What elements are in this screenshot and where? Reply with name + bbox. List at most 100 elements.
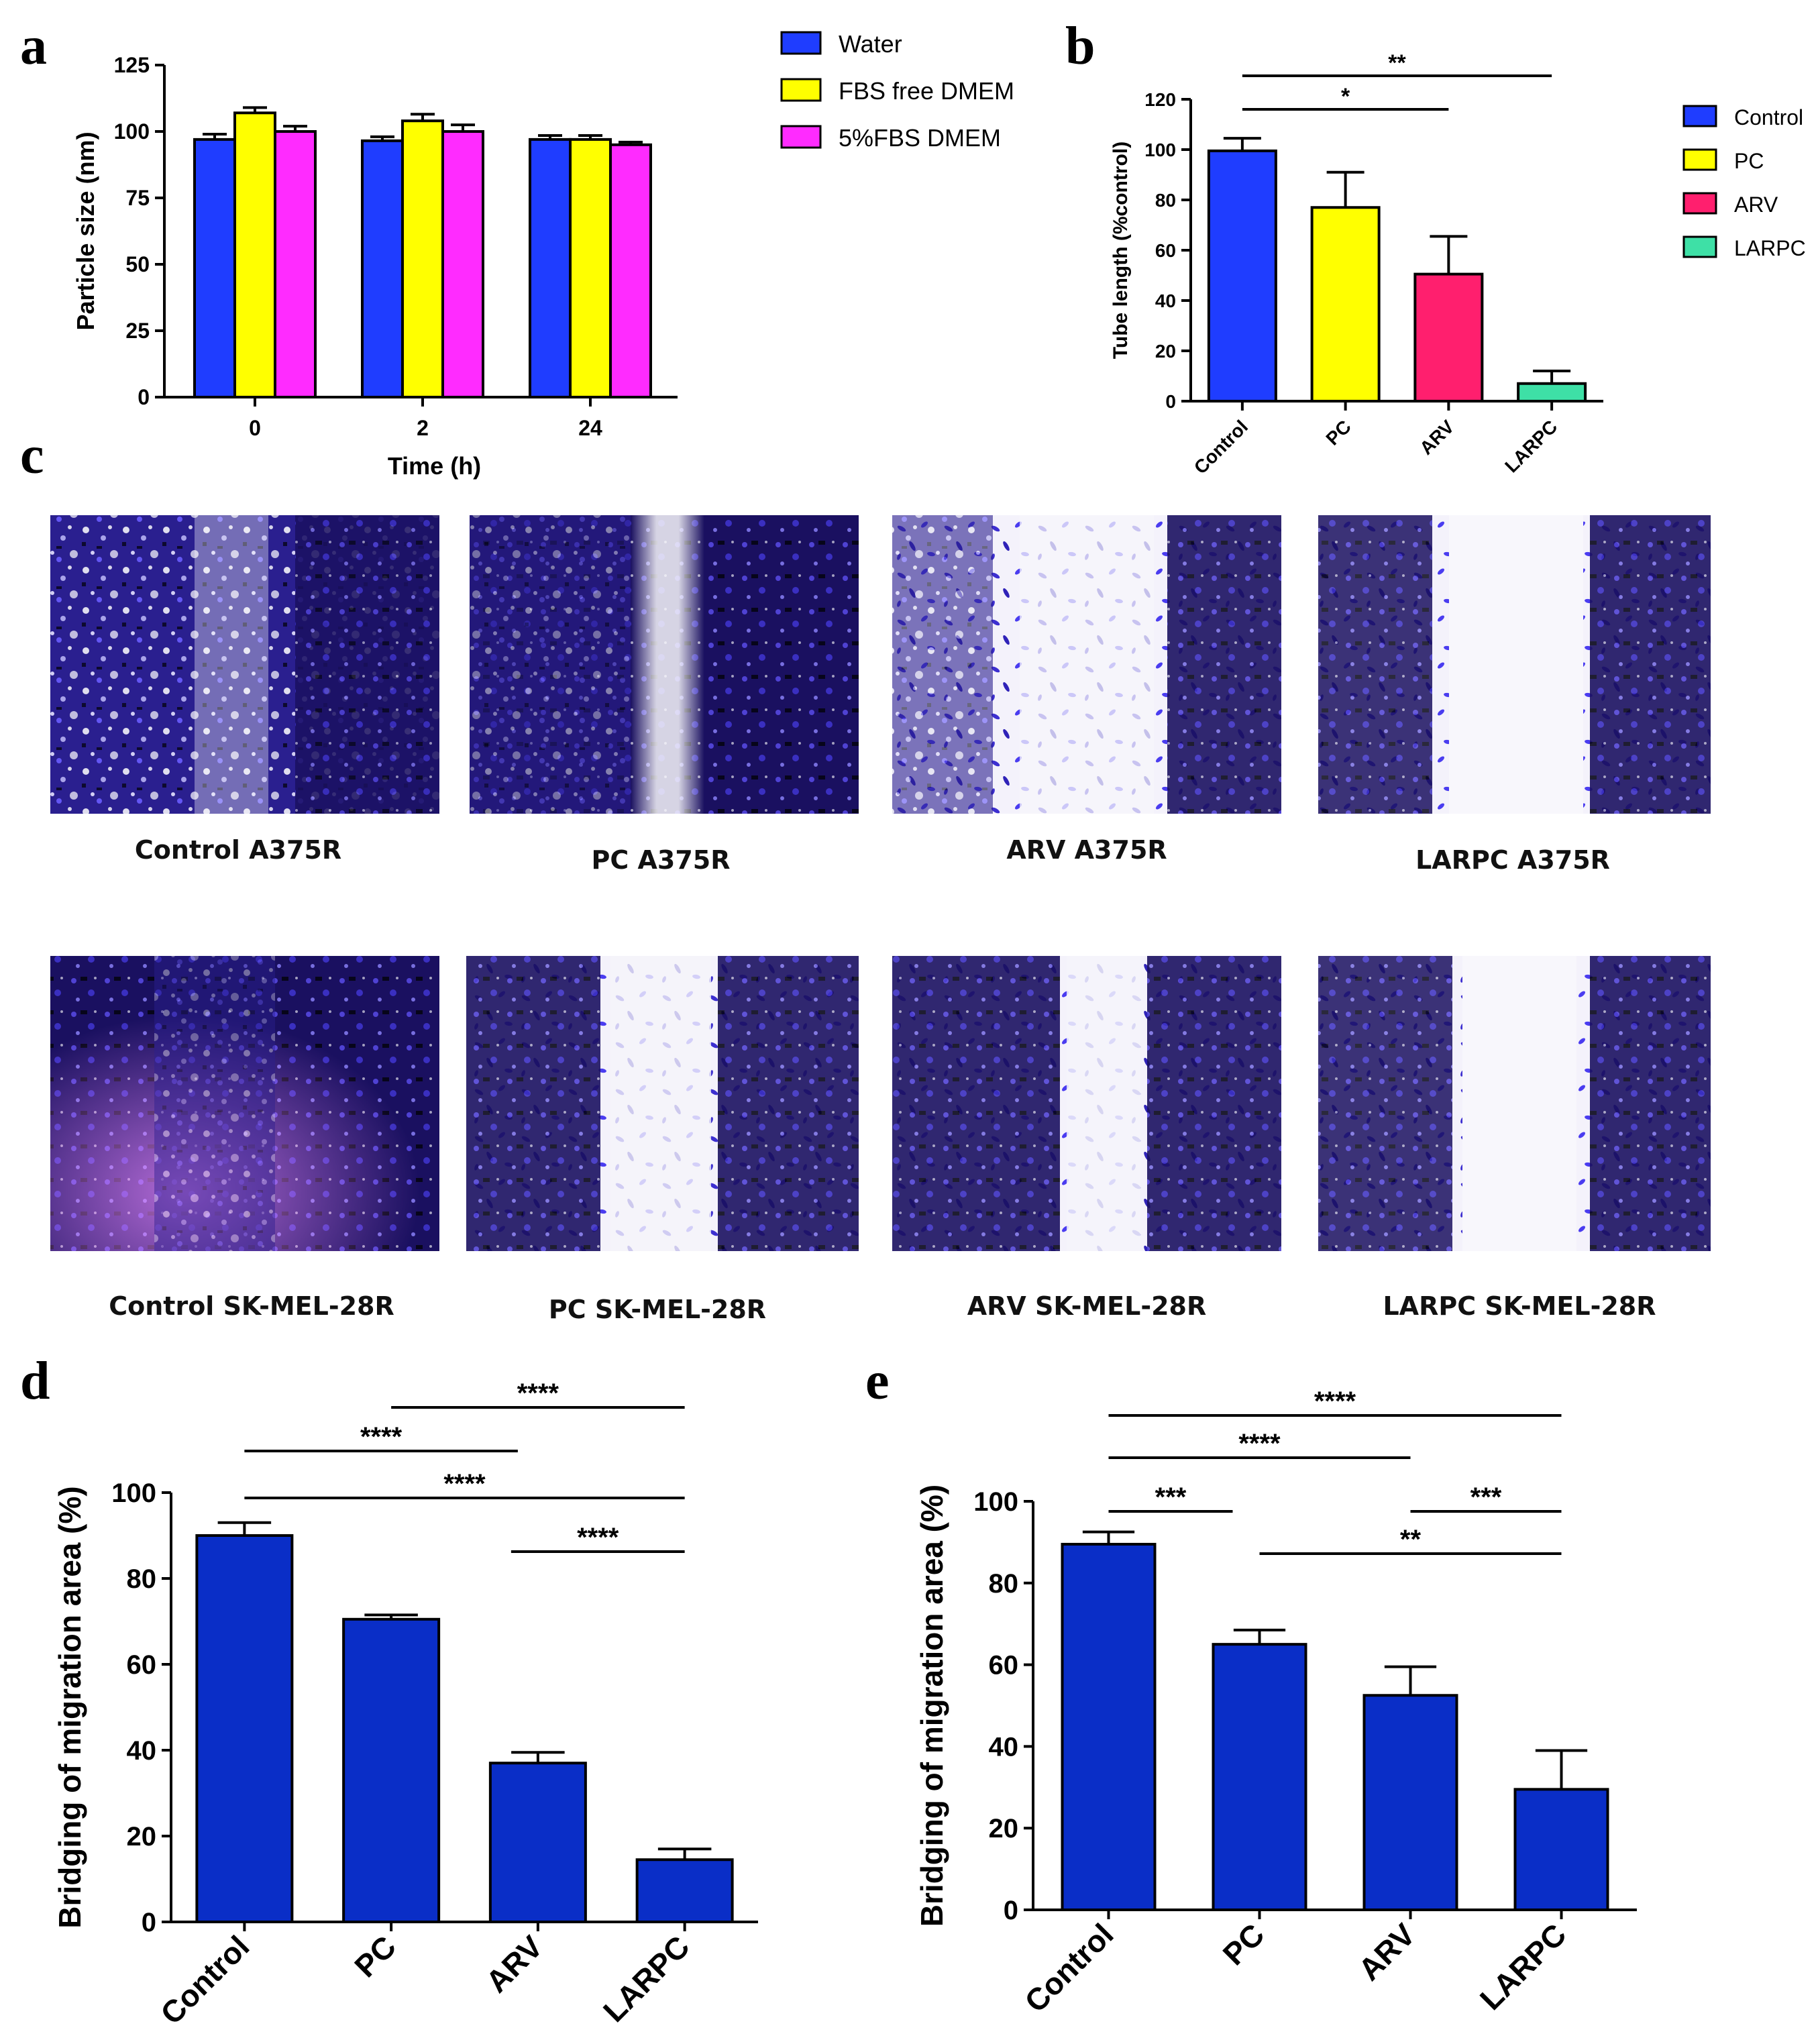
- chart-b-ytick-label: 20: [1155, 341, 1176, 362]
- chart-e-significance-label: ****: [1238, 1429, 1281, 1458]
- micrograph-larpc-a375r: [1318, 515, 1711, 814]
- micrograph-control-a375r: [50, 515, 439, 814]
- chart-a-bar-water-24: [529, 138, 572, 398]
- chart-b-ytick-label: 120: [1144, 89, 1176, 110]
- chart-b-legend-label-arv: ARV: [1734, 193, 1778, 217]
- chart-d-significance-label: ****: [360, 1422, 403, 1452]
- chart-b-bar-pc: [1310, 206, 1381, 402]
- chart-a-ytick-label: 0: [138, 385, 150, 409]
- chart-d-ytick-label: 0: [142, 1908, 156, 1937]
- caption-control-skmel28r: Control SK-MEL-28R: [109, 1291, 394, 1321]
- micrograph-arv-a375r: [892, 515, 1281, 814]
- micrograph-arv-skmel28r: [892, 956, 1281, 1251]
- chart-b-bar-control: [1207, 149, 1277, 402]
- chart-d-significance-label: ****: [443, 1469, 486, 1499]
- chart-e-ytick-label: 0: [1004, 1896, 1018, 1925]
- micrograph-control-skmel28r: [50, 956, 439, 1251]
- chart-a-legend-swatch-water: [780, 31, 822, 55]
- chart-b-legend-swatch-pc: [1682, 148, 1717, 171]
- chart-b-xtick-label-arv: ARV: [1415, 416, 1458, 459]
- chart-a-bar-fbs-free-dmem-0: [233, 111, 276, 398]
- chart-e-ytick-label: 40: [989, 1732, 1019, 1762]
- chart-b-ytick-label: 80: [1155, 190, 1176, 211]
- chart-b-xtick-label-control: Control: [1190, 416, 1252, 478]
- chart-d-xtick-label-larpc: LARPC: [596, 1929, 696, 2029]
- chart-e-xtick-label-pc: PC: [1216, 1917, 1271, 1972]
- chart-a-bar-water-0: [193, 138, 236, 398]
- caption-pc-skmel28r: PC SK-MEL-28R: [549, 1295, 766, 1324]
- chart-d-ytick-label: 40: [127, 1736, 157, 1766]
- chart-a-bar-water-2: [361, 139, 404, 399]
- chart-d-xtick-label-pc: PC: [347, 1929, 403, 1984]
- chart-e-ytick-label: 60: [989, 1651, 1019, 1680]
- chart-a-ytick-label: 25: [125, 319, 150, 343]
- chart-e-significance-label: ***: [1155, 1483, 1187, 1512]
- chart-b-legend-label-pc: PC: [1734, 149, 1764, 173]
- chart-d-ytick-label: 20: [127, 1822, 157, 1851]
- chart-b-legend-label-control: Control: [1734, 105, 1803, 129]
- chart-a-legend-label-5-fbs-dmem: 5%FBS DMEM: [839, 124, 1001, 152]
- caption-larpc-a375r: LARPC A375R: [1415, 845, 1610, 875]
- chart-a-legend-swatch-fbs-free-dmem: [780, 78, 822, 102]
- panel-letter-b: b: [1065, 17, 1095, 76]
- chart-d-ylabel: Bridging of migration area (%): [52, 1486, 87, 1928]
- chart-a-legend-label-water: Water: [839, 30, 902, 58]
- chart-e-bar-control: [1061, 1542, 1157, 1912]
- micrograph-pc-skmel28r: [466, 956, 859, 1251]
- chart-d-migration-a375r: 0 20 40 60 80 100 Bridging of migration area (…: [52, 1379, 758, 2031]
- chart-e-xtick-label-arv: ARV: [1352, 1917, 1422, 1987]
- chart-a-bar-5-fbs-dmem-2: [441, 130, 484, 398]
- caption-pc-a375r: PC A375R: [592, 845, 731, 875]
- chart-b-bar-larpc: [1517, 382, 1587, 402]
- chart-b-ytick-label: 40: [1155, 290, 1176, 311]
- chart-d-significance-label: ****: [577, 1523, 619, 1552]
- chart-e-ytick-label: 20: [989, 1814, 1019, 1843]
- chart-d-bar-pc: [342, 1617, 441, 1924]
- chart-d-bar-control: [195, 1534, 294, 1923]
- chart-b-ytick-label: 100: [1144, 140, 1176, 160]
- chart-a-ytick-label: 100: [114, 119, 150, 144]
- chart-b-significance-label: *: [1341, 84, 1350, 109]
- chart-d-bar-arv: [488, 1762, 587, 1923]
- chart-d-ytick-label: 80: [127, 1564, 157, 1594]
- chart-e-bar-pc: [1212, 1643, 1307, 1911]
- micrograph-larpc-skmel28r: [1318, 956, 1711, 1251]
- chart-a-bar-5-fbs-dmem-24: [609, 143, 652, 399]
- chart-b-legend-swatch-larpc: [1682, 235, 1717, 258]
- chart-a-ylabel: Particle size (nm): [72, 131, 99, 330]
- chart-a-xtick-label-0: 0: [249, 416, 261, 440]
- chart-e-xtick-label-larpc: LARPC: [1473, 1917, 1573, 2017]
- chart-e-significance-label: **: [1400, 1525, 1422, 1554]
- chart-b-ytick-label: 0: [1165, 391, 1176, 412]
- chart-b-significance-label: **: [1388, 50, 1406, 76]
- chart-e-bar-larpc: [1513, 1788, 1609, 1911]
- chart-d-ytick-label: 100: [111, 1479, 156, 1508]
- micrograph-grid: Control A375R PC A375R ARV A375R LARPC A…: [50, 515, 1711, 1324]
- chart-a-bar-fbs-free-dmem-2: [401, 119, 444, 398]
- chart-a-bar-fbs-free-dmem-24: [569, 138, 612, 398]
- caption-larpc-skmel28r: LARPC SK-MEL-28R: [1383, 1291, 1656, 1321]
- micrograph-pc-a375r: [470, 515, 859, 814]
- caption-control-a375r: Control A375R: [135, 835, 341, 865]
- chart-b-xtick-label-pc: PC: [1322, 416, 1354, 449]
- chart-e-bar-arv: [1362, 1694, 1458, 1911]
- chart-e-ytick-label: 100: [973, 1487, 1018, 1517]
- chart-b-xtick-label-larpc: LARPC: [1501, 416, 1561, 476]
- chart-b-legend-swatch-control: [1682, 105, 1717, 127]
- chart-d-significance-label: ****: [517, 1379, 559, 1408]
- panel-letter-a: a: [20, 17, 47, 76]
- chart-d-xtick-label-control: Control: [154, 1929, 256, 2031]
- chart-e-ytick-label: 80: [989, 1569, 1019, 1599]
- chart-a-ytick-label: 75: [125, 186, 150, 210]
- chart-b-ylabel: Tube length (%control): [1110, 142, 1132, 359]
- chart-a-bar-5-fbs-dmem-0: [274, 130, 317, 398]
- chart-b-legend-swatch-arv: [1682, 192, 1717, 215]
- chart-b-legend-label-larpc: LARPC: [1734, 236, 1806, 260]
- chart-b-bar-arv: [1413, 272, 1484, 402]
- chart-a-xtick-label-2: 2: [417, 416, 429, 440]
- panel-letter-d: d: [20, 1352, 50, 1411]
- chart-e-significance-label: ****: [1314, 1387, 1356, 1416]
- chart-a-particle-size: 0 25 50 75 100 125 Particle size (nm) 0 2 24 Time …: [72, 30, 1014, 480]
- chart-e-significance-label: ***: [1470, 1483, 1502, 1512]
- chart-d-ytick-label: 60: [127, 1650, 157, 1680]
